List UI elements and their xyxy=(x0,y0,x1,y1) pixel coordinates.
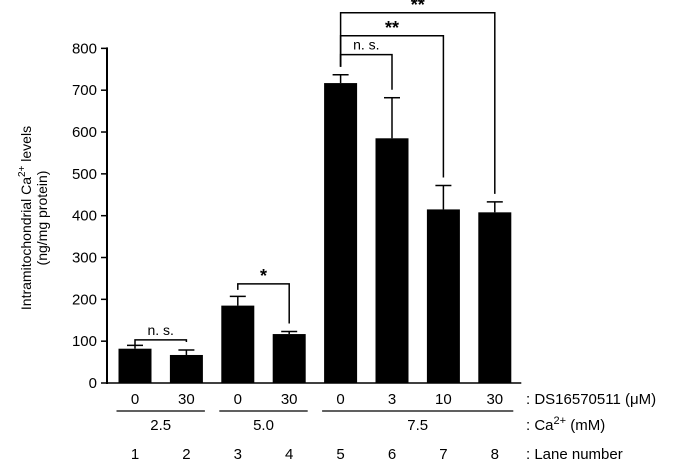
lane-number-label: 7 xyxy=(439,446,447,463)
y-tick-label: 200 xyxy=(72,291,97,308)
ca-concentration-label: 2.5 xyxy=(150,417,171,434)
ca-concentration-label: 5.0 xyxy=(253,417,274,434)
bar xyxy=(426,209,460,383)
lane-number-label: 2 xyxy=(182,446,190,463)
bar xyxy=(478,212,512,383)
bar xyxy=(169,354,203,383)
y-tick-label: 300 xyxy=(72,250,97,267)
ds-concentration-label: 30 xyxy=(281,391,298,408)
lane-number-label: 8 xyxy=(491,446,499,463)
bar xyxy=(118,348,152,383)
ds-concentration-label: 30 xyxy=(178,391,195,408)
y-tick-label: 500 xyxy=(72,166,97,183)
y-axis-label-text: Intramitochondrial Ca xyxy=(18,177,34,310)
ca-concentration-label: 7.5 xyxy=(407,417,428,434)
lane-number-label: 6 xyxy=(388,446,396,463)
significance-label: * xyxy=(260,266,267,286)
bars xyxy=(118,73,512,383)
bar xyxy=(375,138,409,383)
significance-label: n. s. xyxy=(353,37,379,53)
lane-number-label: 3 xyxy=(234,446,242,463)
y-tick-label: 100 xyxy=(72,333,97,350)
bar xyxy=(324,83,358,383)
comparisons: n. s. * n. s. ** ** xyxy=(134,0,496,346)
y-axis-label: Intramitochondrial Ca2+ levels (ng/mg pr… xyxy=(17,126,50,310)
ca-row-label: : Ca2+ (mM) xyxy=(526,415,605,434)
svg-text:Intramitochondrial Ca2+ levels: Intramitochondrial Ca2+ levels xyxy=(17,126,34,310)
significance-bracket xyxy=(339,12,496,194)
significance-label: n. s. xyxy=(147,322,173,338)
y-tick-label: 600 xyxy=(72,124,97,141)
lane-number-label: 4 xyxy=(285,446,293,463)
ds-concentration-label: 3 xyxy=(388,391,396,408)
y-axis-label-tail: levels xyxy=(18,126,34,166)
significance-bracket xyxy=(237,283,290,324)
y-axis-label-superscript: 2+ xyxy=(17,165,28,177)
ds-concentration-label: 0 xyxy=(131,391,139,408)
y-tick-label: 700 xyxy=(72,82,97,99)
lane-number-label: 1 xyxy=(131,446,139,463)
y-tick-label: 800 xyxy=(72,40,97,57)
ds-concentration-label: 10 xyxy=(435,391,452,408)
ds-concentration-label: 30 xyxy=(486,391,503,408)
ds-concentration-label: 0 xyxy=(336,391,344,408)
ds-concentration-label: 0 xyxy=(234,391,242,408)
significance-bracket xyxy=(134,339,188,346)
lane-number-label: 5 xyxy=(336,446,344,463)
y-tick-label: 0 xyxy=(89,375,97,392)
significance-label: ** xyxy=(385,18,399,38)
lane-row-label: : Lane number xyxy=(526,446,623,463)
significance-label: ** xyxy=(411,0,425,15)
y-tick-label: 400 xyxy=(72,208,97,225)
ds-row-label: : DS16570511 (μM) xyxy=(526,391,656,408)
bar xyxy=(221,305,255,383)
y-axis-unit: (ng/mg protein) xyxy=(34,171,50,266)
bar xyxy=(272,334,306,383)
condition-rows: 0 30 0 30 0 3 10 30 2.5 5.0 7.5 1 2 3 4 5 6 7 8 : DS1657051… xyxy=(116,391,656,463)
